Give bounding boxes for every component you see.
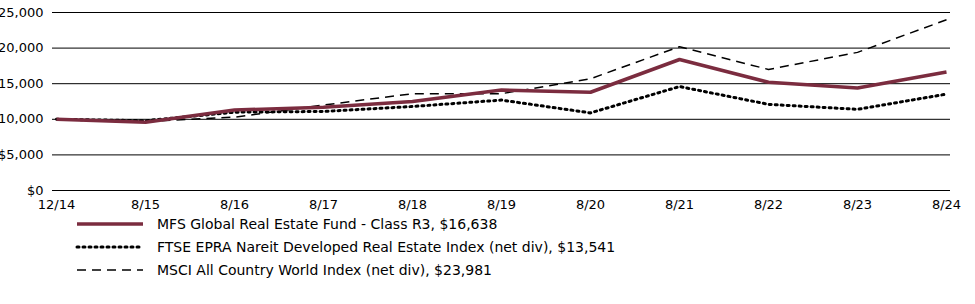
- svg-text:8/18: 8/18: [398, 197, 427, 212]
- svg-text:$0: $0: [27, 183, 44, 198]
- svg-text:$25,000: $25,000: [0, 5, 44, 20]
- svg-text:$15,000: $15,000: [0, 76, 44, 91]
- html-text:MSCI All Country World Index (: MSCI All Country World Index (net div), …: [157, 261, 492, 278]
- svg-text:8/16: 8/16: [220, 197, 249, 212]
- svg-text:$5,000: $5,000: [0, 147, 44, 162]
- svg-text:8/20: 8/20: [576, 197, 605, 212]
- svg-text:12/14: 12/14: [38, 197, 75, 212]
- svg-text:$20,000: $20,000: [0, 40, 44, 55]
- html-text:FTSE EPRA Nareit Developed Rea: FTSE EPRA Nareit Developed Real Estate I…: [157, 238, 616, 255]
- svg-text:8/22: 8/22: [754, 197, 783, 212]
- svg-text:8/15: 8/15: [131, 197, 160, 212]
- svg-text:$10,000: $10,000: [0, 111, 44, 126]
- svg-text:8/19: 8/19: [487, 197, 516, 212]
- html-text:MFS Global Real Estate Fund -: MFS Global Real Estate Fund - Class R3, …: [157, 215, 498, 232]
- svg-text:8/24: 8/24: [932, 197, 961, 212]
- svg-text:8/23: 8/23: [843, 197, 872, 212]
- svg-text:8/17: 8/17: [309, 197, 338, 212]
- svg-text:8/21: 8/21: [665, 197, 694, 212]
